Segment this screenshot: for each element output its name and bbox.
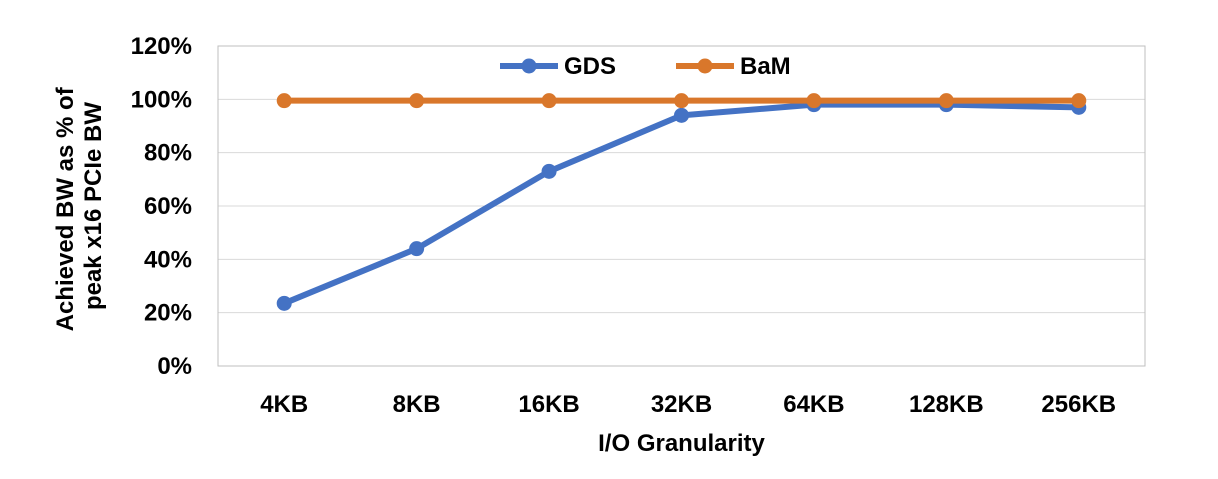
y-tick-label: 60% <box>144 193 192 220</box>
series-bam <box>276 93 1087 109</box>
x-axis-label: I/O Granularity <box>598 430 765 457</box>
data-point <box>541 163 557 179</box>
grid-lines <box>218 98 1145 314</box>
series-gds <box>276 97 1087 311</box>
x-tick-label: 16KB <box>518 391 579 418</box>
data-point <box>409 93 425 109</box>
data-point <box>541 93 557 109</box>
legend-label: BaM <box>740 53 791 80</box>
data-point <box>409 241 425 257</box>
y-axis-label: Achieved BW as % of peak x16 PCIe BW <box>52 81 107 332</box>
y-tick-label: 80% <box>144 140 192 167</box>
legend-item: GDS <box>500 53 616 80</box>
legend-marker <box>521 58 537 74</box>
plot-area-frame <box>217 45 1146 367</box>
data-point <box>276 93 292 109</box>
legend-marker <box>697 58 713 74</box>
y-tick-label: 0% <box>157 353 192 380</box>
x-tick-label: 4KB <box>260 391 308 418</box>
y-tick-label: 20% <box>144 300 192 327</box>
series-line <box>283 101 1079 307</box>
data-point <box>674 107 689 123</box>
series-lines <box>276 93 1087 311</box>
legend: GDS BaM <box>500 53 791 80</box>
x-tick-label: 128KB <box>909 391 984 418</box>
data-point <box>1071 93 1087 109</box>
y-tick-label: 40% <box>144 246 192 273</box>
x-tick-label: 32KB <box>651 391 712 418</box>
x-tick-label: 8KB <box>393 391 441 418</box>
x-tick-label: 64KB <box>783 391 844 418</box>
x-tick-label: 256KB <box>1041 391 1116 418</box>
y-tick-label: 120% <box>131 33 192 60</box>
y-axis-tick-labels: 0% 20% 40% 60% 80% 100% 120% <box>131 33 192 380</box>
y-tick-label: 100% <box>131 86 192 113</box>
data-point <box>938 93 954 109</box>
y-axis-label-line-2: peak x16 PCIe BW <box>80 102 107 310</box>
data-point <box>806 93 822 109</box>
data-point <box>276 295 292 311</box>
legend-item: BaM <box>676 53 791 80</box>
data-point <box>674 93 689 109</box>
legend-label: GDS <box>564 53 616 80</box>
x-axis-tick-labels: 4KB 8KB 16KB 32KB 64KB 128KB 256KB <box>260 391 1116 418</box>
y-axis-label-line-1: Achieved BW as % of <box>52 86 79 331</box>
